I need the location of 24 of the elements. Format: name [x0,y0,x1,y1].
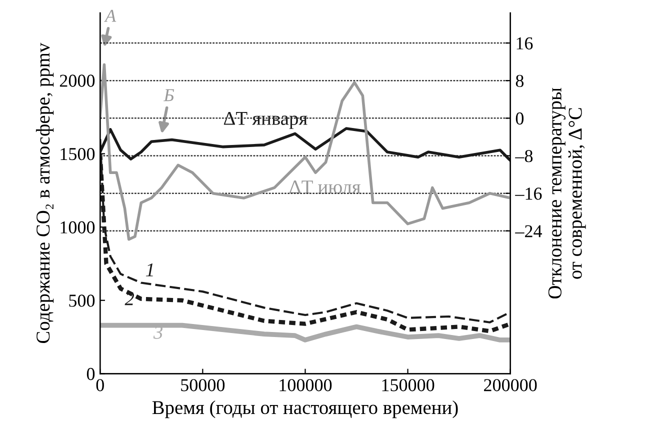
y2-axis-title: Отклонение температуры от современной, Δ°C [548,88,586,298]
x-tick-label: 50000 [181,379,225,392]
x-tick-label: 100000 [280,379,332,392]
series-label: 1 [146,263,153,276]
x-tick-label: 0 [96,379,104,392]
x-axis-title: Время (годы от настоящего времени) [152,400,458,418]
x-tick-label: 200000 [484,379,537,392]
annotation: Б [164,89,174,102]
series-label: ΔT января [224,112,308,129]
y-tick-label: 1500 [60,148,95,160]
x-tick-label: 150000 [382,379,434,392]
series-label: ΔT июля [290,180,360,194]
y-tick-label: 0 [86,368,95,380]
y-tick-label: 2000 [60,74,95,87]
y-tick-label: 500 [69,294,95,307]
y2-tick-label: –8 [515,150,533,162]
y-axis-title: Содержание CO₂ в атмосфере, ppmv [36,42,54,344]
y2-tick-label: 16 [516,37,533,50]
y2-tick-label: –24 [515,225,542,238]
annotation: A [104,10,116,22]
y2-tick-label: 8 [516,74,524,88]
y2-tick-label: –16 [515,188,542,200]
y2-tick-label: 0 [516,112,524,125]
y-tick-label: 1000 [60,221,95,234]
